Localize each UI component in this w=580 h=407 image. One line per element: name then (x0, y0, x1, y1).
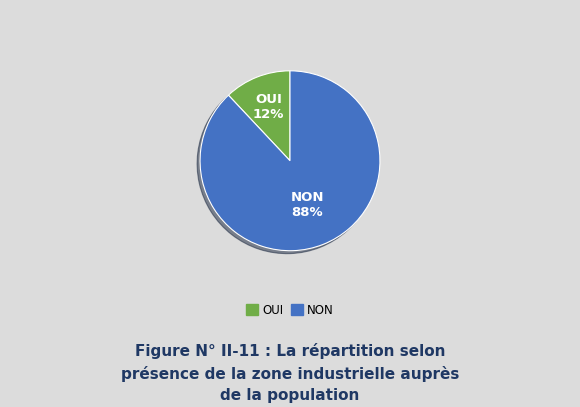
Legend: OUI, NON: OUI, NON (244, 301, 336, 319)
Text: NON
88%: NON 88% (291, 191, 324, 219)
Text: Figure N° II-11 : La répartition selon
présence de la zone industrielle auprès
d: Figure N° II-11 : La répartition selon p… (121, 344, 459, 403)
Text: OUI
12%: OUI 12% (253, 93, 284, 120)
Wedge shape (200, 71, 380, 251)
Wedge shape (229, 71, 290, 161)
